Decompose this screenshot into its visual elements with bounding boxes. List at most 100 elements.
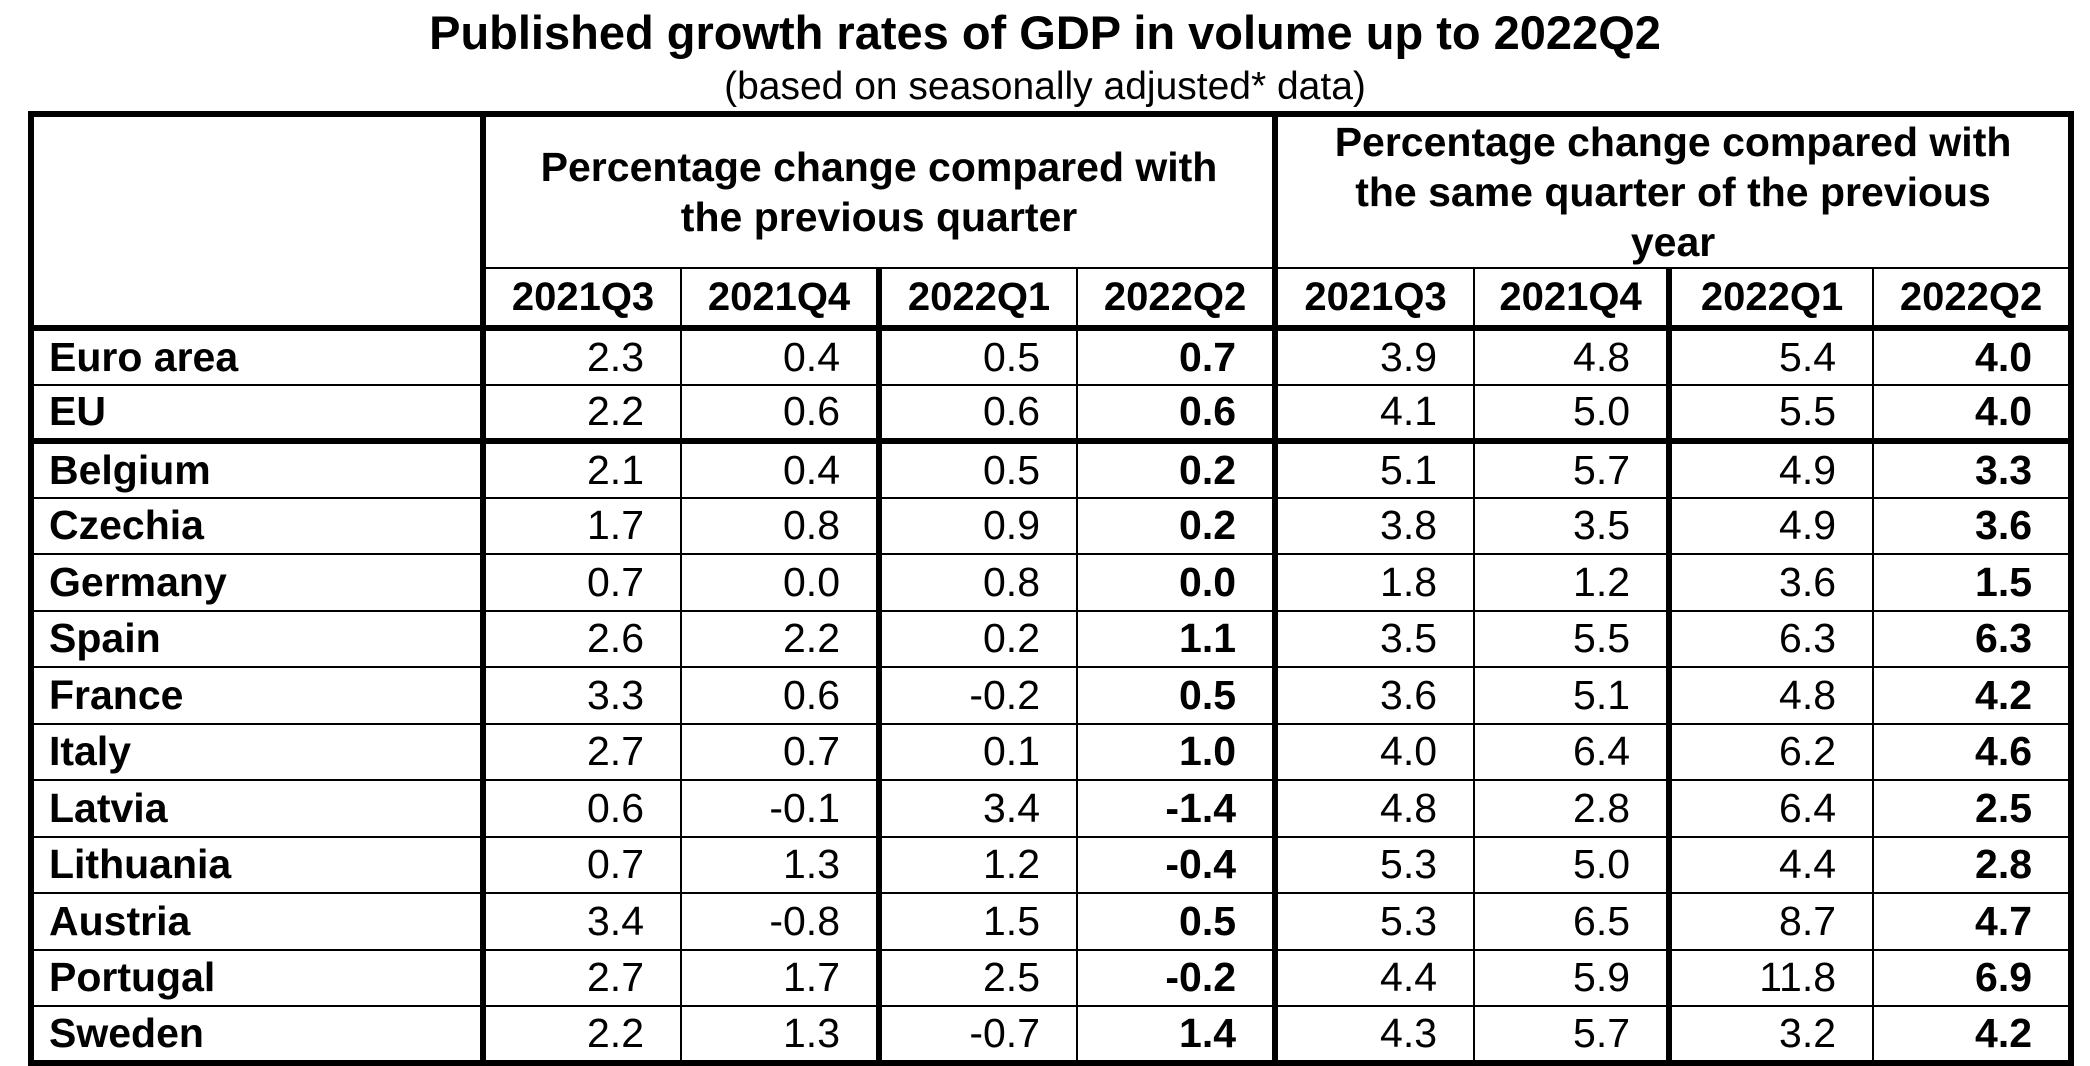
value-cell-qoq-2021q3: 2.7 (482, 948, 682, 1008)
value-cell-qoq-2021q4: 0.0 (680, 553, 882, 612)
corner-cell (30, 112, 486, 332)
value-cell-yoy-2021q4: 5.0 (1473, 835, 1673, 895)
quarter-header-yoy-2021q3: 2021Q3 (1274, 267, 1476, 332)
value-cell-qoq-2022q1: 0.5 (878, 440, 1078, 499)
value-cell-yoy-2021q3: 4.4 (1274, 948, 1476, 1008)
value-cell-qoq-2022q1: 2.5 (878, 948, 1078, 1008)
value-cell-qoq-2021q3: 1.7 (482, 496, 682, 556)
value-cell-qoq-2022q2: -1.4 (1075, 779, 1279, 838)
table-row: Spain 2.6 2.2 0.2 1.1 3.5 5.5 6.3 6.3 (30, 609, 2073, 669)
value-cell-yoy-2021q3: 4.0 (1274, 722, 1476, 782)
value-cell-yoy-2021q4: 5.0 (1473, 383, 1673, 445)
value-cell-yoy-2022q2: 4.2 (1872, 1005, 2073, 1064)
value-cell-yoy-2022q2: 4.7 (1872, 892, 2073, 951)
value-cell-yoy-2021q3: 5.3 (1274, 835, 1476, 895)
value-cell-qoq-2021q4: -0.1 (680, 779, 882, 838)
value-cell-yoy-2021q3: 5.3 (1274, 892, 1476, 951)
value-cell-qoq-2022q2: 0.2 (1075, 440, 1279, 499)
value-cell-yoy-2021q4: 5.9 (1473, 948, 1673, 1008)
value-cell-yoy-2022q1: 8.7 (1668, 892, 1875, 951)
table-row: Portugal 2.7 1.7 2.5 -0.2 4.4 5.9 11.8 6.9 (30, 948, 2073, 1008)
table-row: Lithuania 0.7 1.3 1.2 -0.4 5.3 5.0 4.4 2.8 (30, 835, 2073, 895)
quarter-header-yoy-2021q4: 2021Q4 (1473, 267, 1673, 332)
gdp-growth-table: Percentage change compared with the prev… (28, 111, 2075, 1066)
value-cell-yoy-2022q1: 5.5 (1668, 383, 1875, 445)
row-label: Spain (30, 609, 486, 669)
value-cell-qoq-2021q3: 2.3 (482, 327, 682, 386)
page-subtitle: (based on seasonally adjusted* data) (724, 65, 1366, 108)
group-header-yoy: Percentage change compared with the same… (1274, 112, 2073, 270)
row-label: Lithuania (30, 835, 486, 895)
value-cell-yoy-2021q4: 1.2 (1473, 553, 1673, 612)
value-cell-yoy-2022q2: 2.8 (1872, 835, 2073, 895)
row-label: Sweden (30, 1005, 486, 1064)
value-cell-qoq-2022q1: 0.9 (878, 496, 1078, 556)
row-label: Germany (30, 553, 486, 612)
value-cell-qoq-2021q4: -0.8 (680, 892, 882, 951)
value-cell-qoq-2022q2: 0.5 (1075, 892, 1279, 951)
value-cell-yoy-2021q3: 3.9 (1274, 327, 1476, 386)
header-block: Published growth rates of GDP in volume … (0, 0, 2090, 109)
value-cell-yoy-2021q3: 4.8 (1274, 779, 1476, 838)
value-cell-yoy-2022q1: 4.9 (1668, 496, 1875, 556)
value-cell-yoy-2022q1: 3.6 (1668, 553, 1875, 612)
table-row: EU 2.2 0.6 0.6 0.6 4.1 5.0 5.5 4.0 (30, 383, 2073, 445)
table-row: Austria 3.4 -0.8 1.5 0.5 5.3 6.5 8.7 4.7 (30, 892, 2073, 951)
value-cell-qoq-2021q3: 3.3 (482, 666, 682, 725)
value-cell-qoq-2022q1: -0.7 (878, 1005, 1078, 1064)
value-cell-qoq-2022q1: 3.4 (878, 779, 1078, 838)
value-cell-yoy-2022q1: 6.3 (1668, 609, 1875, 669)
value-cell-qoq-2022q2: 1.0 (1075, 722, 1279, 782)
quarter-header-qoq-2022q1: 2022Q1 (878, 267, 1078, 332)
value-cell-yoy-2022q2: 4.2 (1872, 666, 2073, 725)
value-cell-qoq-2021q3: 0.6 (482, 779, 682, 838)
value-cell-qoq-2021q4: 0.7 (680, 722, 882, 782)
page-title: Published growth rates of GDP in volume … (429, 6, 1661, 59)
table-row: Sweden 2.2 1.3 -0.7 1.4 4.3 5.7 3.2 4.2 (30, 1005, 2073, 1064)
group-header-row: Percentage change compared with the prev… (30, 112, 2073, 332)
value-cell-yoy-2022q2: 3.6 (1872, 496, 2073, 556)
row-label: Italy (30, 722, 486, 782)
value-cell-yoy-2021q4: 6.4 (1473, 722, 1673, 782)
value-cell-yoy-2021q3: 4.3 (1274, 1005, 1476, 1064)
value-cell-yoy-2021q4: 2.8 (1473, 779, 1673, 838)
value-cell-qoq-2021q3: 0.7 (482, 553, 682, 612)
value-cell-yoy-2022q1: 3.2 (1668, 1005, 1875, 1064)
value-cell-qoq-2022q2: 0.2 (1075, 496, 1279, 556)
value-cell-qoq-2022q2: -0.4 (1075, 835, 1279, 895)
value-cell-qoq-2022q2: 0.0 (1075, 553, 1279, 612)
value-cell-yoy-2022q2: 2.5 (1872, 779, 2073, 838)
value-cell-qoq-2022q1: -0.2 (878, 666, 1078, 725)
table-body: Euro area 2.3 0.4 0.5 0.7 3.9 4.8 5.4 4.0 EU 2.2 0.… (30, 327, 2073, 1064)
row-label: Latvia (30, 779, 486, 838)
value-cell-qoq-2022q1: 0.1 (878, 722, 1078, 782)
value-cell-qoq-2021q3: 3.4 (482, 892, 682, 951)
value-cell-qoq-2021q4: 0.4 (680, 440, 882, 499)
value-cell-qoq-2021q4: 2.2 (680, 609, 882, 669)
value-cell-qoq-2022q2: -0.2 (1075, 948, 1279, 1008)
value-cell-yoy-2021q4: 5.1 (1473, 666, 1673, 725)
table-row: Euro area 2.3 0.4 0.5 0.7 3.9 4.8 5.4 4.0 (30, 327, 2073, 386)
value-cell-yoy-2022q1: 6.2 (1668, 722, 1875, 782)
value-cell-qoq-2021q3: 2.7 (482, 722, 682, 782)
value-cell-yoy-2021q4: 5.7 (1473, 440, 1673, 499)
table-row: France 3.3 0.6 -0.2 0.5 3.6 5.1 4.8 4.2 (30, 666, 2073, 725)
row-label: Czechia (30, 496, 486, 556)
value-cell-yoy-2021q3: 3.8 (1274, 496, 1476, 556)
value-cell-qoq-2022q1: 0.6 (878, 383, 1078, 445)
row-label: France (30, 666, 486, 725)
value-cell-qoq-2022q2: 0.5 (1075, 666, 1279, 725)
value-cell-yoy-2021q4: 3.5 (1473, 496, 1673, 556)
value-cell-qoq-2021q3: 0.7 (482, 835, 682, 895)
value-cell-qoq-2021q3: 2.6 (482, 609, 682, 669)
value-cell-qoq-2021q4: 0.6 (680, 383, 882, 445)
value-cell-qoq-2022q1: 0.2 (878, 609, 1078, 669)
value-cell-qoq-2021q3: 2.2 (482, 383, 682, 445)
value-cell-qoq-2021q4: 0.4 (680, 327, 882, 386)
row-label: Portugal (30, 948, 486, 1008)
value-cell-qoq-2021q4: 1.3 (680, 1005, 882, 1064)
value-cell-yoy-2021q3: 3.5 (1274, 609, 1476, 669)
value-cell-qoq-2022q2: 1.4 (1075, 1005, 1279, 1064)
table-row: Italy 2.7 0.7 0.1 1.0 4.0 6.4 6.2 4.6 (30, 722, 2073, 782)
quarter-header-qoq-2022q2: 2022Q2 (1075, 267, 1279, 332)
